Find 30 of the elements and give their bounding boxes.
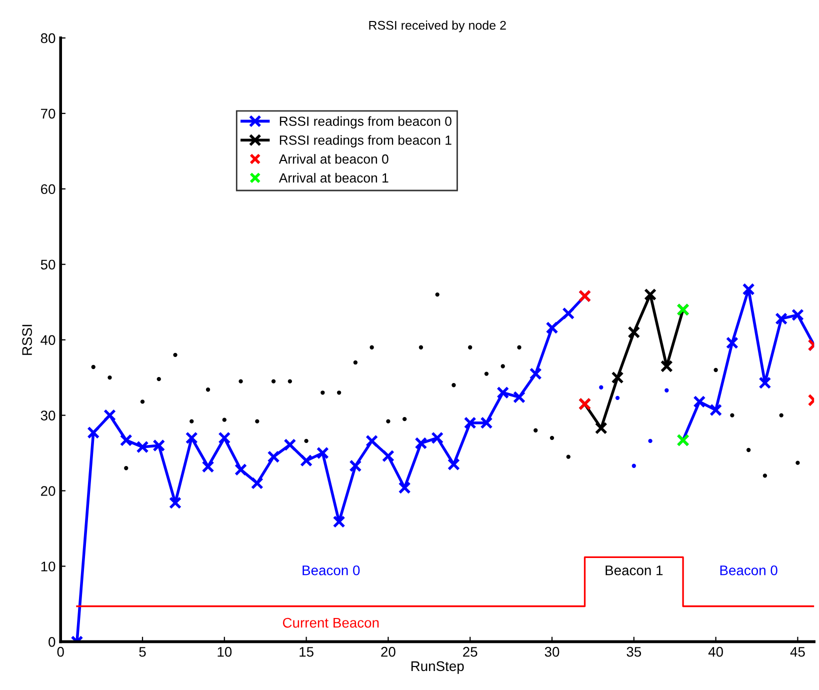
y-tick-label: 70	[41, 108, 56, 119]
annotation: Beacon 0	[720, 565, 778, 576]
y-tick-label: 20	[40, 486, 56, 496]
y-tick-label: 40	[40, 335, 56, 345]
y-tick-label: 0	[48, 637, 56, 647]
x-tick-label: 15	[300, 647, 314, 657]
legend-label: Arrival at beacon 0	[278, 154, 388, 164]
y-axis-title: RSSI	[22, 324, 32, 355]
y-tick-label: 80	[40, 33, 56, 44]
x-tick-label: 35	[626, 646, 642, 657]
x-tick-label: 40	[708, 646, 723, 657]
y-tick-label: 60	[41, 184, 56, 194]
annotation: Beacon 1	[606, 566, 663, 576]
chart-title: RSSI received by node 2	[369, 20, 506, 32]
x-tick-label: 30	[544, 646, 560, 657]
legend-label: RSSI readings from beacon 1	[280, 135, 452, 148]
y-tick-label: 30	[40, 410, 56, 420]
x-tick-label: 5	[139, 647, 146, 657]
legend-label: RSSI readings from beacon 0	[280, 116, 452, 129]
series-label: Current Beacon	[282, 618, 379, 628]
x-tick-label: 10	[218, 646, 232, 657]
x-tick-label: 45	[790, 647, 805, 657]
x-tick-label: 0	[57, 646, 64, 657]
y-tick-label: 50	[40, 260, 56, 270]
x-axis-title: RunStep	[411, 661, 464, 674]
x-tick-label: 20	[381, 646, 396, 657]
x-tick-label: 25	[463, 646, 478, 657]
legend-label: Arrival at beacon 1	[278, 172, 388, 183]
annotation: Beacon 0	[302, 565, 360, 576]
y-tick-label: 10	[41, 562, 56, 572]
